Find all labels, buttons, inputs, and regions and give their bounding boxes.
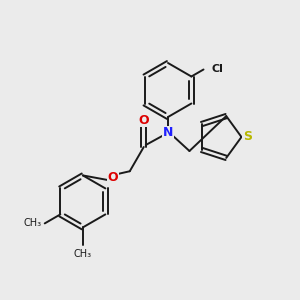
Text: S: S (243, 130, 252, 143)
Text: CH₃: CH₃ (24, 218, 42, 228)
Text: CH₃: CH₃ (74, 249, 92, 260)
Text: Cl: Cl (212, 64, 224, 74)
Text: N: N (163, 127, 173, 140)
Text: O: O (107, 171, 118, 184)
Text: O: O (138, 113, 149, 127)
